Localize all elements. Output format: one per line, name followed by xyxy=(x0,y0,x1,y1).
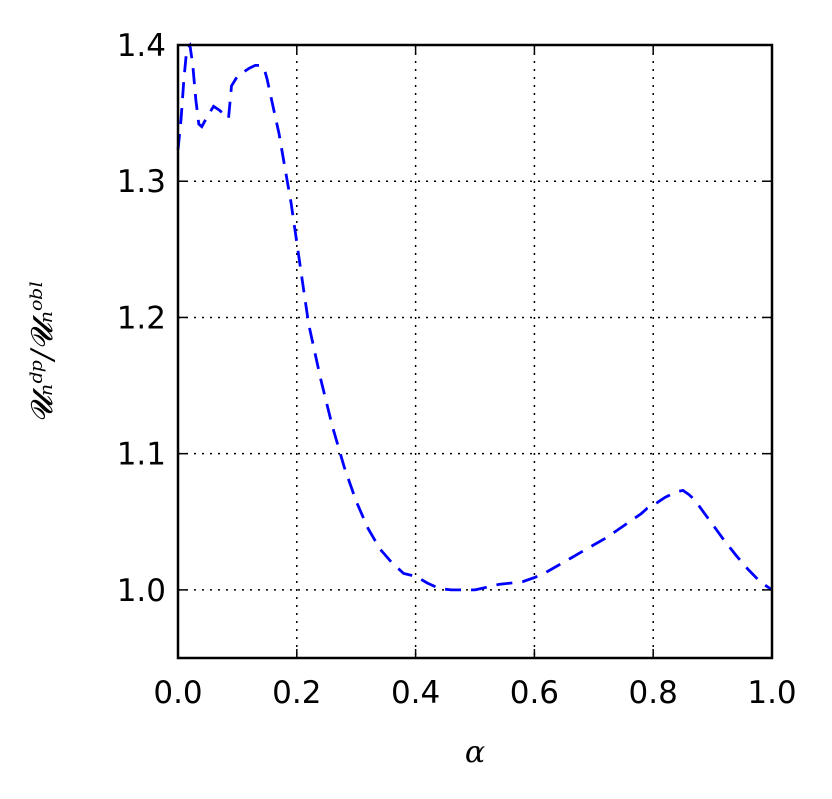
x-tick-label: 1.0 xyxy=(747,675,796,711)
x-tick-label: 0.2 xyxy=(272,675,321,711)
y-axis-label: 𝓤ₙᵈᵖ/𝓤ₙᵒᵇˡ xyxy=(25,280,60,422)
x-tick-label: 0.6 xyxy=(510,675,559,711)
grid xyxy=(177,44,773,658)
x-tick-label: 0.0 xyxy=(153,675,202,711)
y-tick-label: 1.4 xyxy=(117,28,166,64)
series-layer xyxy=(176,42,773,592)
x-axis-label: α xyxy=(465,735,485,770)
tick-labels: 0.0 0.2 0.4 0.6 0.8 1.0 1.0 1.1 1.2 1.3 1.4 xyxy=(117,28,797,711)
y-tick-label: 1.3 xyxy=(117,164,166,200)
plot-frame xyxy=(176,43,774,660)
y-tick-label: 1.1 xyxy=(117,437,166,473)
series-line xyxy=(176,42,773,592)
y-tick-label: 1.0 xyxy=(117,573,166,609)
y-tick-label: 1.2 xyxy=(117,300,166,336)
x-tick-label: 0.8 xyxy=(629,675,678,711)
axis-ticks xyxy=(177,44,773,658)
x-tick-label: 0.4 xyxy=(391,675,440,711)
